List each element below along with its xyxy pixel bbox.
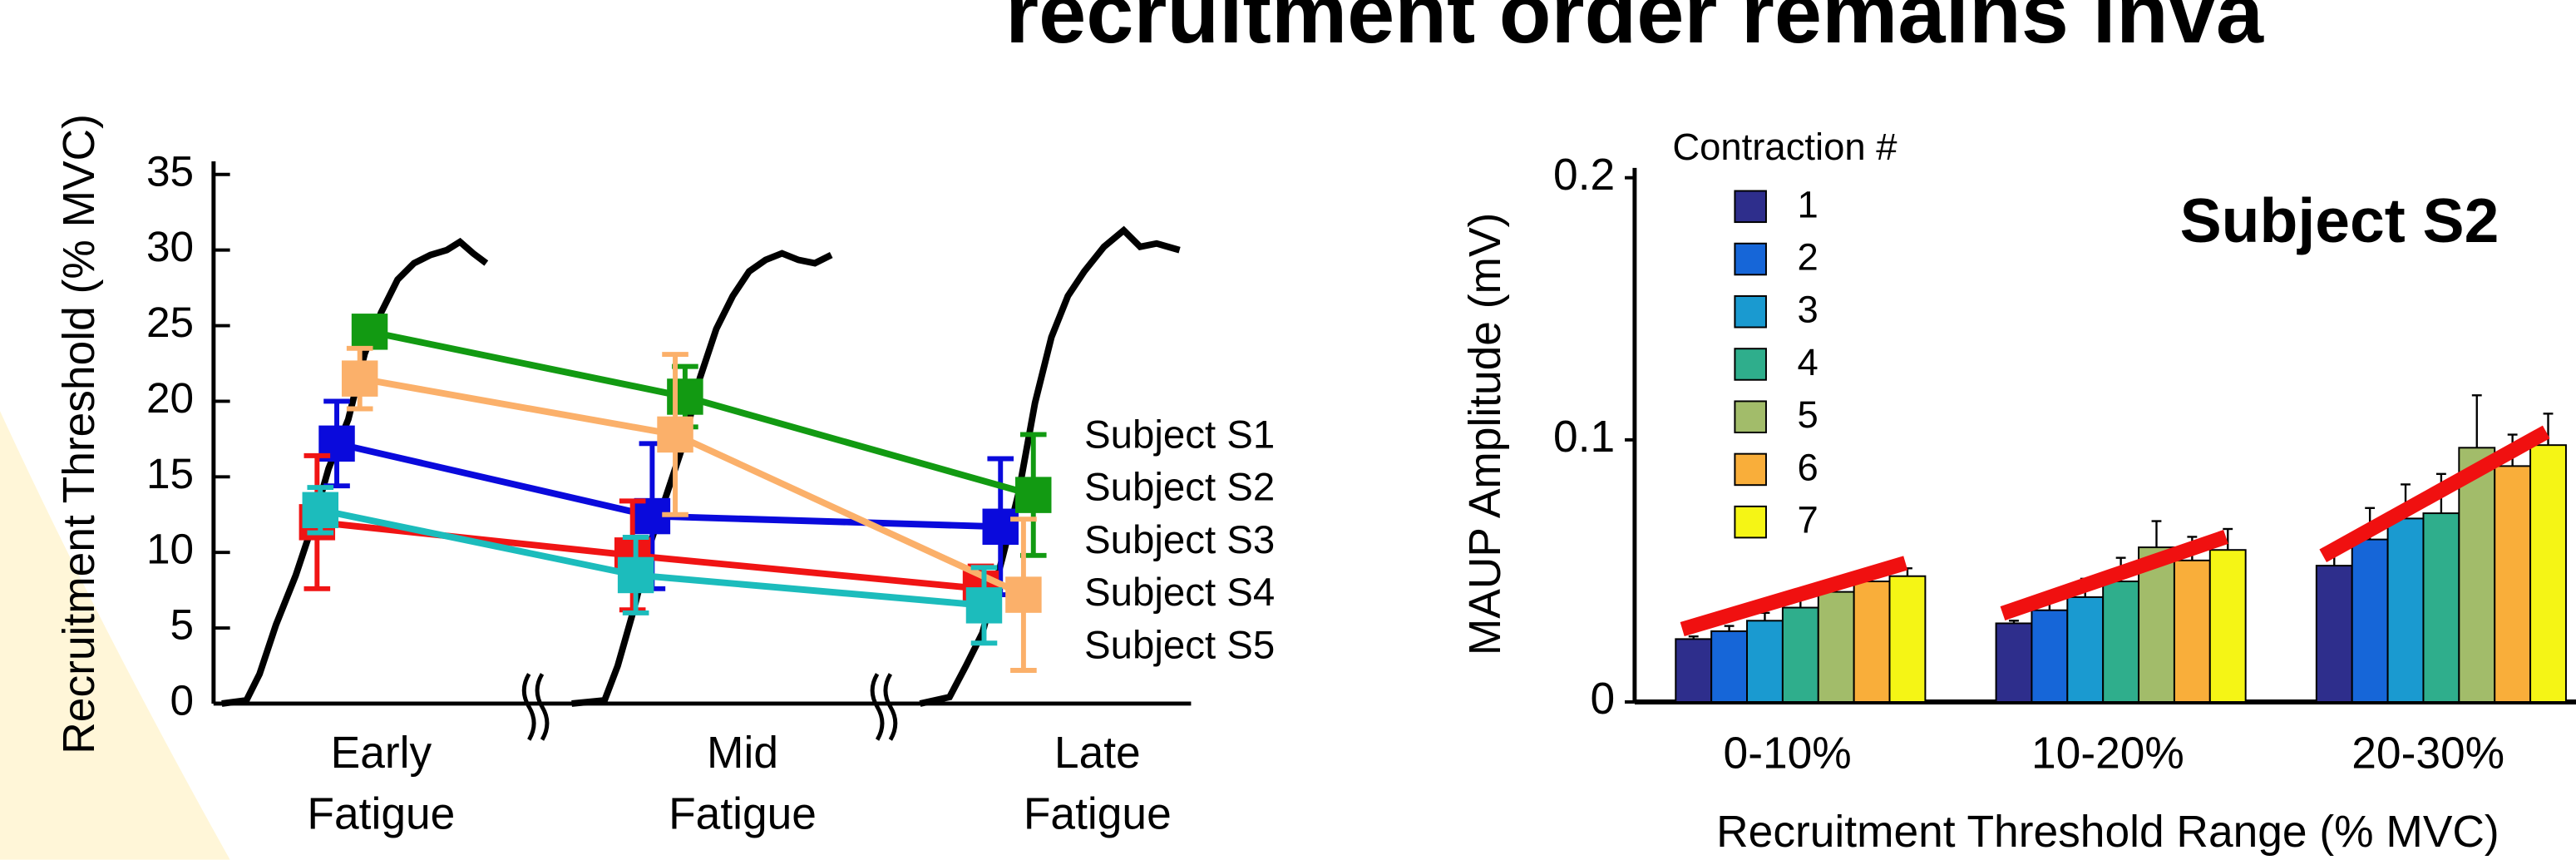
legend-label: Subject S2 [1084, 466, 1275, 510]
background-shape [0, 411, 230, 860]
x-tick-label: 20-30% [2351, 729, 2504, 778]
marker [341, 360, 378, 397]
axis-breaks [521, 673, 898, 741]
bar [2138, 546, 2175, 703]
trend-line [2000, 529, 2228, 621]
legend-swatch [1734, 400, 1767, 433]
marker [1005, 576, 1042, 613]
marker [667, 378, 703, 415]
legend-label: Subject S1 [1084, 413, 1275, 457]
bar [1995, 622, 2033, 703]
bar [2422, 512, 2460, 703]
bar [2351, 538, 2389, 703]
x-tick-label: Early Fatigue [307, 729, 455, 838]
legend-swatch [1734, 294, 1767, 329]
marker [965, 587, 1003, 624]
y-tick-label: 0.1 [1553, 413, 1615, 462]
y-tick-label: 20 [146, 374, 194, 422]
marker [1015, 477, 1052, 513]
bar [2458, 447, 2496, 703]
legend-label: Subject S5 [1084, 623, 1275, 667]
bar [2494, 465, 2532, 703]
bar [1746, 620, 1784, 703]
marker [982, 508, 1019, 546]
marker [302, 492, 339, 529]
legend-swatch [1734, 452, 1767, 487]
chart-title: Subject S2 [2180, 185, 2500, 255]
y-tick-label: 0 [1591, 675, 1616, 724]
bar [1817, 591, 1855, 703]
legend-label: Subject S4 [1084, 571, 1275, 615]
legend-label: 2 [1797, 236, 1818, 279]
marker [351, 314, 388, 350]
legend-swatch [1734, 190, 1767, 224]
marker [657, 416, 693, 453]
y-tick-label: 15 [146, 450, 194, 497]
bar [2031, 609, 2069, 703]
bar [2102, 581, 2140, 703]
marker [617, 556, 654, 594]
bar [1710, 630, 1749, 703]
y-tick-label: 5 [170, 601, 195, 649]
bar [1675, 638, 1713, 703]
y-axis-label: MAUP Amplitude (mV) [1461, 213, 1510, 655]
y-tick-label: 0 [170, 677, 195, 724]
bar [2529, 444, 2567, 703]
y-tick-label: 35 [146, 147, 194, 195]
legend-label: 6 [1797, 446, 1818, 488]
legend-swatch [1734, 242, 1767, 276]
legend-swatch [1734, 505, 1767, 539]
legend-label: Subject S3 [1084, 518, 1275, 562]
x-tick-label: Mid Fatigue [669, 729, 817, 838]
y-tick-label: 10 [146, 526, 194, 573]
bar [2315, 565, 2353, 703]
y-axis-label: Recruitment Threshold (% MVC) [55, 114, 104, 754]
y-tick-label: 30 [146, 223, 194, 270]
legend-swatch [1734, 348, 1767, 381]
bar [1888, 575, 1927, 703]
bar [2208, 549, 2247, 703]
poster-title: recruitment order remains inva [1005, 0, 2264, 61]
bar [2173, 559, 2211, 703]
legend-label: 1 [1797, 183, 1818, 225]
x-tick-label: 10-20% [2031, 729, 2184, 778]
x-tick-label: Late Fatigue [1024, 729, 1172, 838]
legend-label: 3 [1797, 289, 1818, 331]
x-axis-label: Recruitment Threshold Range (% MVC) [1716, 808, 2499, 857]
bar [1781, 606, 1819, 703]
bar [2386, 517, 2425, 703]
y-tick-label: 25 [146, 299, 194, 346]
x-tick-label: 0-10% [1724, 729, 1852, 778]
legend-label: 7 [1797, 499, 1818, 541]
trend-line [1680, 556, 1908, 637]
bar [1853, 581, 1891, 703]
y-tick-label: 0.2 [1553, 151, 1615, 200]
legend-label: 4 [1797, 341, 1818, 383]
trend-line [2319, 425, 2550, 563]
bar [2066, 596, 2105, 703]
force-traces [221, 225, 1181, 707]
legend-title: Contraction # [1672, 126, 1897, 168]
legend-label: 5 [1797, 393, 1818, 436]
